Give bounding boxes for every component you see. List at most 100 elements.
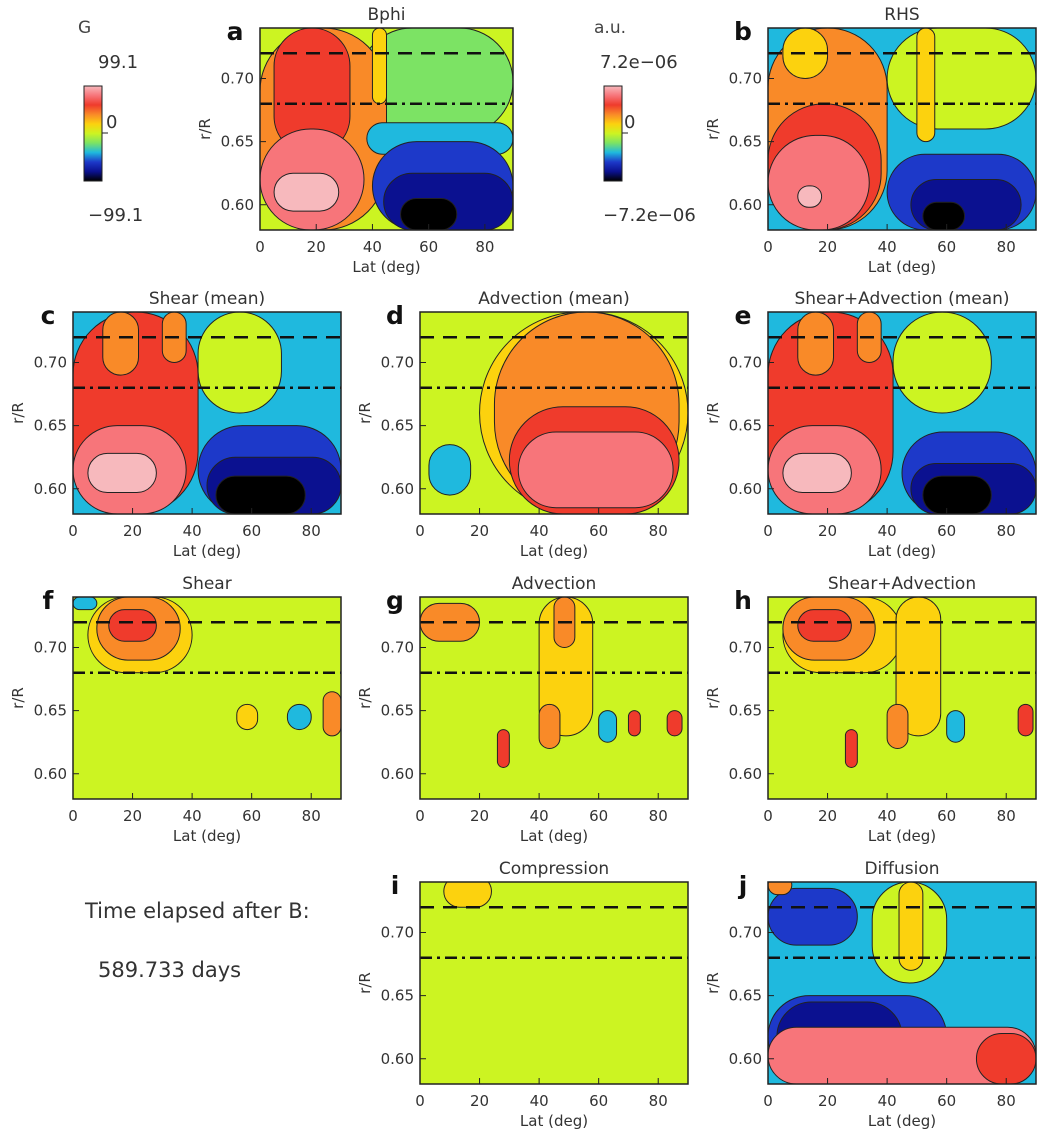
panel-d-xtick-label: 80 xyxy=(649,522,668,540)
panel-h: 0 20 40 60 80 0.60 0.65 0.70 Shear+Advection h Lat… xyxy=(704,574,1037,845)
panel-e-ytick-label: 0.70 xyxy=(729,354,762,372)
panel-h-title: Shear+Advection xyxy=(828,574,976,594)
panel-b-region-yellow xyxy=(916,28,936,143)
panel-c-title: Shear (mean) xyxy=(149,289,265,309)
panel-b-ytick-label: 0.60 xyxy=(729,196,762,214)
panel-g-region-cyan xyxy=(598,710,618,743)
panel-h-ytick-label: 0.70 xyxy=(729,639,762,657)
panel-b-title: RHS xyxy=(884,5,919,25)
panel-a-ytick-label: 0.65 xyxy=(221,133,254,151)
panel-h-xtick-label: 80 xyxy=(997,807,1016,825)
panel-b-xtick-label: 20 xyxy=(818,238,837,256)
panel-f-xtick-label: 20 xyxy=(123,807,142,825)
panel-e-xtick-label: 40 xyxy=(878,522,897,540)
panel-j-xtick-label: 40 xyxy=(878,1092,897,1110)
panel-e-letter: e xyxy=(735,301,752,330)
panel-i-ytick-label: 0.60 xyxy=(381,1050,414,1068)
panel-a-xtick-label: 0 xyxy=(255,238,265,256)
panel-e-region-lime xyxy=(892,312,992,414)
panel-a-region-yellow xyxy=(371,28,387,105)
panel-a-ylabel: r/R xyxy=(196,118,214,140)
panel-d-region-cyan xyxy=(428,444,472,496)
panel-e-contours xyxy=(768,312,1036,514)
panel-g-contours xyxy=(420,597,688,799)
panel-g-region-yellow xyxy=(538,597,594,737)
panel-j-xtick-label: 80 xyxy=(997,1092,1016,1110)
panel-d: 0 20 40 60 80 0.60 0.65 0.70 Advection (mean) d La… xyxy=(356,289,689,560)
panel-c-xtick-label: 60 xyxy=(242,522,261,540)
panel-e-frame xyxy=(767,311,1037,515)
panel-f-xtick-label: 80 xyxy=(302,807,321,825)
panel-c-xtick-label: 20 xyxy=(123,522,142,540)
panel-b-region-black xyxy=(922,201,966,230)
panel-h-xtick-label: 60 xyxy=(937,807,956,825)
panel-d-region-salmon xyxy=(517,431,674,509)
panel-c-letter: c xyxy=(41,301,56,330)
panel-b-frame xyxy=(767,27,1037,231)
panel-i-xtick-label: 0 xyxy=(415,1092,425,1110)
panel-d-xtick-label: 40 xyxy=(530,522,549,540)
panel-j-letter: j xyxy=(738,871,748,900)
panel-f-contours xyxy=(73,597,341,799)
panel-f-xtick-label: 60 xyxy=(242,807,261,825)
panel-e-ytick-label: 0.60 xyxy=(729,480,762,498)
colorbar-2-mid: 0 xyxy=(624,112,636,133)
panel-b-letter: b xyxy=(734,17,752,46)
panel-b-ylabel: r/R xyxy=(704,118,722,140)
panel-a-xtick-label: 60 xyxy=(419,238,438,256)
panel-i-xtick-label: 60 xyxy=(589,1092,608,1110)
panel-c-contours xyxy=(73,312,341,514)
panel-i-title: Compression xyxy=(499,859,609,879)
panel-b-xtick-label: 40 xyxy=(878,238,897,256)
panel-f-ytick-label: 0.70 xyxy=(34,639,67,657)
panel-b-region-lime xyxy=(886,28,1036,130)
panel-f-region-orange xyxy=(322,691,341,737)
panel-c-region-orange xyxy=(102,312,140,376)
panel-h-xtick-label: 0 xyxy=(763,807,773,825)
panel-j-region-salmon xyxy=(768,1026,1036,1084)
colorbar-2-unit: a.u. xyxy=(594,18,626,38)
panel-b-ytick-label: 0.70 xyxy=(729,70,762,88)
panel-e-xtick-label: 20 xyxy=(818,522,837,540)
colorbar-2-max: 7.2e−06 xyxy=(600,52,678,73)
panel-e: 0 20 40 60 80 0.60 0.65 0.70 Shear+Advection (me… xyxy=(704,289,1037,560)
panel-j-region-yellow xyxy=(898,882,924,971)
time-elapsed-value: 589.733 days xyxy=(98,958,242,982)
panel-h-xtick-label: 40 xyxy=(878,807,897,825)
colorbar-1-unit: G xyxy=(78,18,92,38)
panel-d-ytick-label: 0.60 xyxy=(381,480,414,498)
panel-h-region-red xyxy=(797,609,852,642)
panel-g-frame xyxy=(419,596,689,800)
panel-e-xlabel: Lat (deg) xyxy=(868,542,936,560)
panel-e-xtick-label: 0 xyxy=(763,522,773,540)
panel-j-ytick-label: 0.65 xyxy=(729,987,762,1005)
panel-i-xlabel: Lat (deg) xyxy=(520,1112,588,1130)
panel-d-title: Advection (mean) xyxy=(478,289,629,309)
panel-a-xtick-label: 40 xyxy=(363,238,382,256)
panel-j-title: Diffusion xyxy=(864,859,939,879)
panel-h-region-red xyxy=(1017,703,1034,737)
panel-f-region-red xyxy=(108,609,157,642)
panel-i-frame xyxy=(419,881,689,1085)
panel-c-ytick-label: 0.60 xyxy=(34,480,67,498)
panel-h-ylabel: r/R xyxy=(704,687,722,709)
panel-a-contours xyxy=(260,28,513,230)
panel-d-contours xyxy=(420,312,688,514)
panel-j-region-red xyxy=(975,1033,1036,1084)
panel-a-letter: a xyxy=(227,17,244,46)
panel-h-contours xyxy=(768,597,1036,799)
panel-c-ytick-label: 0.70 xyxy=(34,354,67,372)
panel-g-xtick-label: 20 xyxy=(470,807,489,825)
panel-j-xtick-label: 60 xyxy=(937,1092,956,1110)
time-elapsed-label: Time elapsed after B: xyxy=(85,899,310,923)
panel-a-region-black xyxy=(400,197,458,230)
panel-h-frame xyxy=(767,596,1037,800)
panel-a-frame xyxy=(259,27,514,231)
panel-g-letter: g xyxy=(386,586,404,615)
panel-h-region-orange xyxy=(886,703,909,749)
panel-e-ytick-label: 0.65 xyxy=(729,417,762,435)
panel-b-contours xyxy=(768,28,1036,230)
panel-g-xlabel: Lat (deg) xyxy=(520,827,588,845)
panel-d-xlabel: Lat (deg) xyxy=(520,542,588,560)
panel-b-xtick-label: 80 xyxy=(997,238,1016,256)
